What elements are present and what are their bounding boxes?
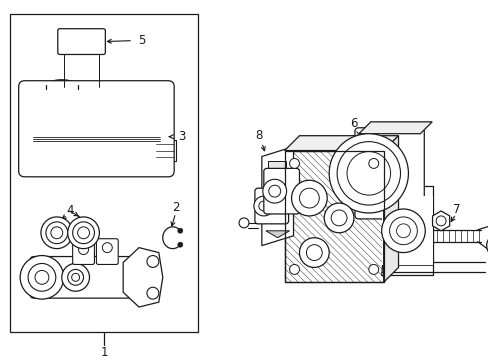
Circle shape [77,227,90,239]
Circle shape [254,196,274,216]
Bar [268,196,286,212]
Circle shape [51,227,63,239]
Circle shape [290,265,299,274]
Circle shape [35,270,49,284]
Bar [154,140,176,161]
Circle shape [73,222,95,244]
FancyBboxPatch shape [255,188,289,224]
Text: 5: 5 [138,34,146,47]
Circle shape [28,264,56,291]
FancyBboxPatch shape [97,239,118,265]
Bar [268,161,286,177]
Polygon shape [384,136,398,282]
FancyBboxPatch shape [30,257,143,298]
Circle shape [178,228,183,233]
Polygon shape [359,122,432,134]
Circle shape [20,256,64,299]
Circle shape [147,256,159,267]
Text: 8: 8 [255,129,263,142]
Circle shape [369,158,379,168]
Polygon shape [123,248,163,307]
Bar [365,185,373,199]
Circle shape [178,242,183,247]
Text: 4: 4 [66,204,74,217]
FancyBboxPatch shape [19,81,174,177]
Circle shape [290,158,299,168]
Text: 2: 2 [172,201,179,213]
Circle shape [68,269,84,285]
Circle shape [41,217,73,249]
FancyBboxPatch shape [264,168,299,214]
Polygon shape [262,147,294,246]
Circle shape [292,180,327,216]
Bar [285,150,384,282]
Circle shape [382,209,425,253]
Circle shape [369,265,379,274]
Circle shape [68,217,99,249]
Bar [285,150,384,282]
Text: 6: 6 [350,117,358,130]
Text: 7: 7 [453,203,461,216]
Bar [382,196,433,265]
Circle shape [239,218,249,228]
Text: 3: 3 [179,130,186,143]
Polygon shape [266,231,290,238]
Bar [10,14,198,332]
FancyBboxPatch shape [355,128,424,219]
FancyBboxPatch shape [58,29,105,54]
Text: 1: 1 [100,346,108,359]
Circle shape [329,134,409,213]
Circle shape [46,222,68,244]
Circle shape [147,287,159,299]
Circle shape [299,238,329,267]
Circle shape [263,179,287,203]
Polygon shape [285,136,398,150]
FancyBboxPatch shape [73,241,95,265]
Circle shape [487,234,490,257]
Circle shape [324,203,354,233]
Circle shape [62,264,90,291]
